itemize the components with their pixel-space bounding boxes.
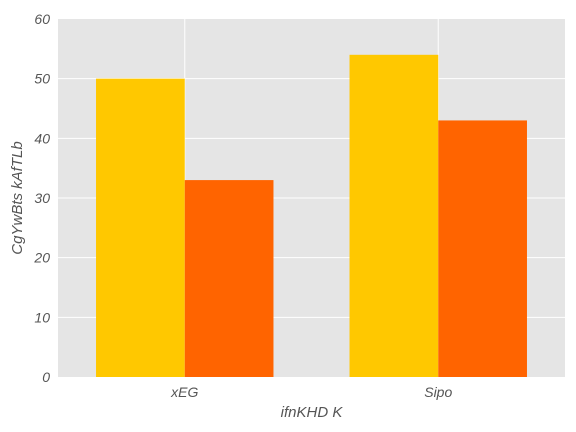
y-tick-label: 10: [34, 309, 50, 325]
bar: [184, 180, 274, 377]
x-axis-ticks: xEG Sipo: [170, 384, 452, 400]
bar: [96, 78, 185, 378]
x-axis-label: ifnKHD K: [281, 404, 344, 421]
x-tick-label: xEG: [170, 384, 198, 400]
x-tick-label: Sipo: [424, 384, 452, 400]
bar: [349, 54, 439, 378]
y-tick-label: 0: [42, 369, 50, 385]
y-tick-label: 40: [34, 130, 50, 146]
y-tick-label: 30: [34, 190, 50, 206]
y-axis-ticks: 0 10 20 30 40 50 60: [33, 11, 50, 385]
y-tick-label: 60: [34, 11, 50, 27]
y-tick-label: 50: [34, 71, 50, 87]
bars: [96, 54, 527, 378]
y-axis-label: CgYwBts kAfTLb: [9, 141, 26, 254]
bar: [438, 120, 527, 377]
y-tick-label: 20: [33, 250, 50, 266]
